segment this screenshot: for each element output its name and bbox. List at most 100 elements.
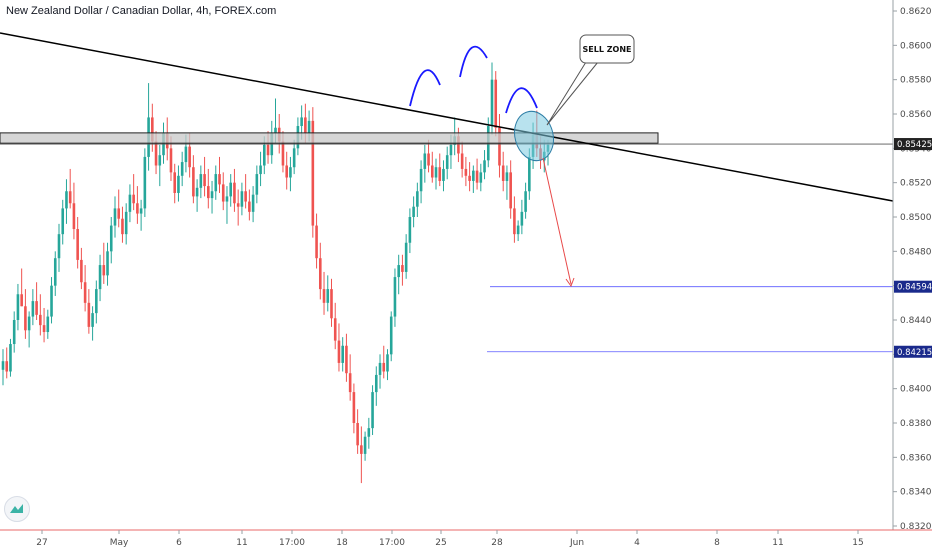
candle [177, 165, 180, 202]
candle [102, 242, 106, 284]
candle [393, 268, 397, 327]
candle [203, 156, 206, 197]
descending-trendline [0, 32, 894, 202]
x-tick-label: 18 [336, 538, 348, 548]
left-shoulder-arc [409, 69, 441, 107]
candle [248, 189, 251, 221]
candle [434, 158, 438, 190]
candle [109, 217, 113, 264]
candle [158, 144, 162, 187]
candle [442, 160, 445, 192]
candle [24, 289, 27, 339]
callout-pointer [546, 61, 599, 126]
candle [318, 242, 322, 300]
candle [68, 168, 72, 209]
candle [371, 385, 374, 436]
candle [16, 283, 20, 331]
candle [352, 383, 356, 434]
candle [408, 208, 412, 254]
candle [244, 174, 247, 209]
candle [333, 302, 337, 350]
candle [341, 337, 344, 372]
candle [180, 151, 184, 187]
candle [39, 294, 42, 336]
candle [12, 311, 16, 353]
candle [132, 174, 135, 211]
x-tick-label: 8 [714, 538, 720, 548]
target-1-marker-bg [894, 280, 932, 293]
projection-arrow [542, 157, 572, 285]
candle [326, 275, 330, 312]
candle [65, 179, 68, 224]
y-tick-label: 0.83200 [900, 522, 932, 532]
candle [498, 114, 501, 178]
candle [292, 139, 296, 175]
projection-arrowhead [565, 277, 575, 288]
candle [348, 354, 352, 401]
candle [416, 182, 419, 217]
tradingview-logo-icon[interactable] [4, 496, 30, 522]
target-2-marker-bg [894, 345, 932, 358]
candle [479, 163, 483, 192]
candle [9, 338, 12, 377]
candle [229, 174, 233, 207]
candle [61, 199, 65, 245]
candle [20, 268, 23, 307]
candle [505, 165, 509, 200]
head-arc [459, 45, 488, 78]
candle [91, 306, 94, 341]
candles [1, 62, 550, 484]
candle [367, 417, 371, 449]
x-tick-label: 17:00 [279, 538, 305, 548]
candle [524, 182, 527, 219]
candle [490, 62, 494, 135]
candle [210, 180, 214, 214]
candle [401, 254, 404, 286]
candle [509, 160, 512, 219]
candle [513, 196, 516, 243]
candle [240, 182, 244, 216]
candle [386, 349, 389, 381]
candle [1, 349, 5, 386]
candle [483, 150, 486, 180]
x-tick-label: 11 [772, 538, 783, 548]
candle [475, 158, 479, 190]
candle [236, 189, 240, 226]
candle [113, 196, 117, 238]
x-tick-label: May [110, 538, 129, 548]
candle [382, 345, 386, 379]
resistance-zone [0, 132, 659, 144]
candle [124, 203, 128, 245]
sell-zone-circle [514, 110, 554, 162]
candle [221, 172, 225, 211]
candle [199, 165, 203, 199]
candle [139, 199, 143, 231]
x-tick-label: 6 [176, 538, 182, 548]
candle [494, 71, 498, 137]
candle [31, 289, 35, 326]
candle [360, 426, 363, 484]
x-tick-label: 4 [634, 538, 640, 548]
candle [95, 280, 98, 324]
candle [5, 347, 9, 379]
x-tick-label: Jun [569, 538, 584, 548]
candle [76, 217, 79, 269]
candle [117, 189, 121, 228]
annotations: SELL ZONE [0, 32, 894, 353]
candle [374, 366, 378, 406]
candle [50, 277, 53, 324]
candle [195, 179, 199, 212]
candle [438, 153, 442, 187]
x-tick-label: 17:00 [379, 538, 405, 548]
